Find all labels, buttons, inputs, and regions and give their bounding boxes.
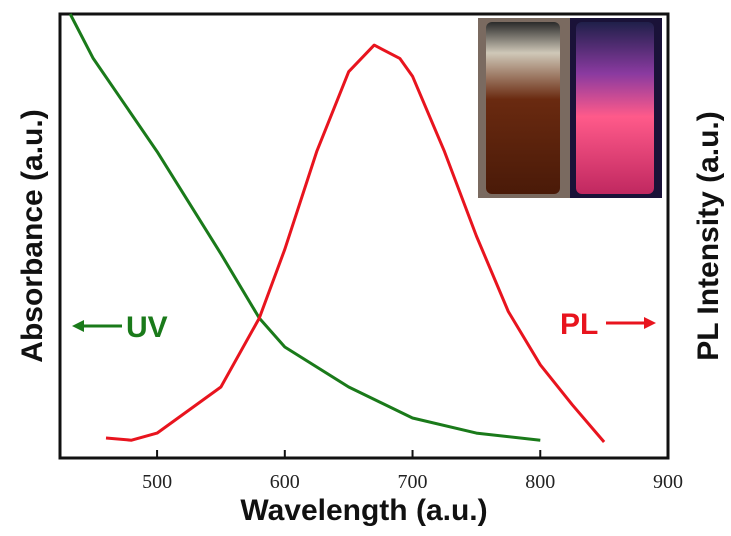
inset-photo xyxy=(478,18,662,198)
y2-axis-label: PL Intensity (a.u.) xyxy=(692,111,725,360)
legend-label: PL xyxy=(560,308,598,341)
legend-label: UV xyxy=(126,311,168,344)
chart: Wavelength (a.u.) Absorbance (a.u.) PL I… xyxy=(0,0,731,536)
x-tick-label: 700 xyxy=(398,471,428,493)
x-tick-label: 500 xyxy=(142,471,172,493)
data-line xyxy=(70,14,540,440)
x-tick-label: 600 xyxy=(270,471,300,493)
x-axis-label: Wavelength (a.u.) xyxy=(240,494,487,527)
y-axis-label: Absorbance (a.u.) xyxy=(16,109,49,362)
x-tick-label: 800 xyxy=(525,471,555,493)
pl-annotation xyxy=(606,317,656,329)
uv-annotation xyxy=(72,320,122,332)
x-tick-label: 900 xyxy=(653,471,683,493)
